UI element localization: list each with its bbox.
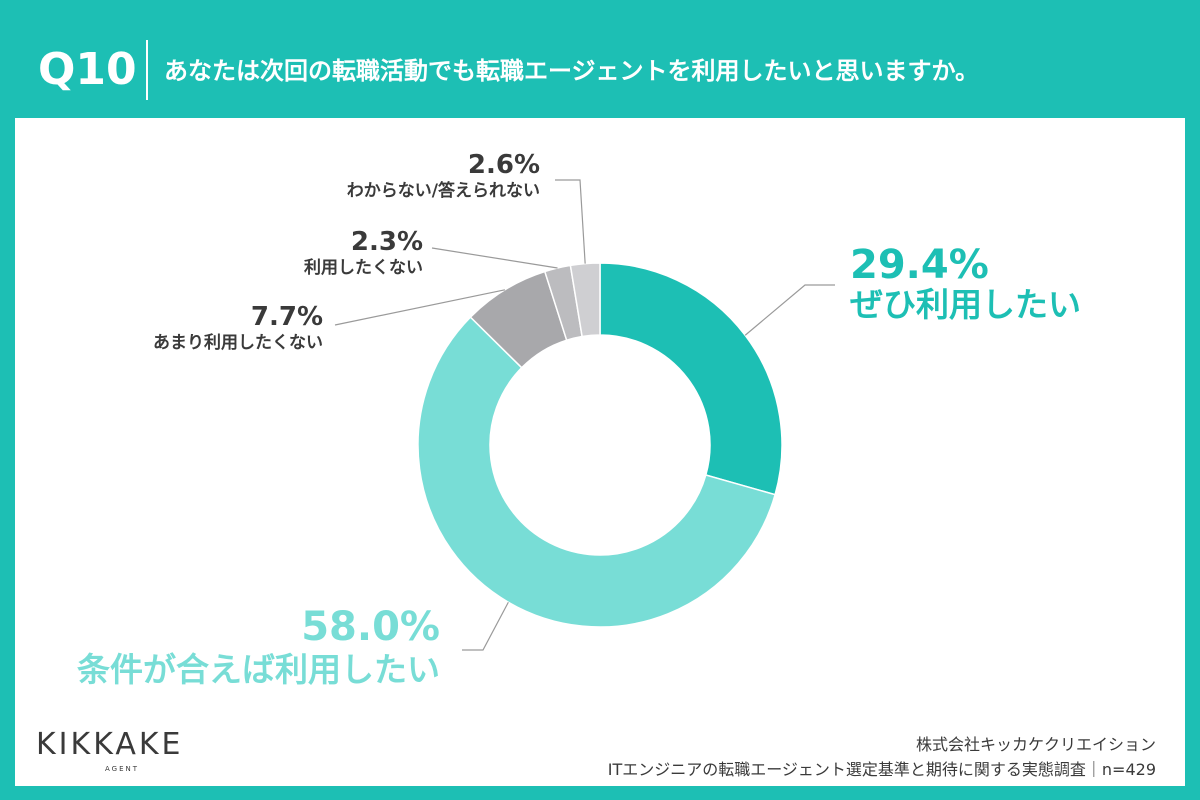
label-value-0: 29.4%: [850, 242, 989, 288]
label-value-3: 2.3%: [350, 227, 423, 257]
leader-line-2: [334, 289, 506, 326]
label-value-1: 58.0%: [301, 604, 440, 650]
donut-slice-4: [569, 262, 601, 338]
leader-line-3: [431, 247, 558, 269]
label-value-4: 2.6%: [467, 150, 540, 180]
label-value-2: 7.7%: [250, 302, 323, 332]
question-number: Q10: [38, 44, 137, 95]
label-category-3: 利用したくない: [304, 258, 423, 278]
label-category-4: わからない/答えられない: [346, 181, 540, 201]
leader-line-4: [555, 179, 586, 264]
label-category-2: あまり利用したくない: [153, 333, 323, 353]
leader-line-0: [744, 284, 835, 336]
donut-slice-1: [417, 316, 777, 628]
brand-logo: KIKKAKE: [36, 727, 184, 762]
leader-line-1: [462, 601, 509, 651]
header: Q10 あなたは次回の転職活動でも転職エージェントを利用したいと思いますか。: [0, 0, 1200, 118]
label-category-0: ぜひ利用したい: [850, 285, 1081, 324]
footer-company: 株式会社キッカケクリエイション: [915, 735, 1156, 754]
footer-survey: ITエンジニアの転職エージェント選定基準と期待に関する実態調査｜n=429: [607, 760, 1156, 779]
brand-logo-sub: AGENT: [105, 765, 140, 773]
donut-slice-0: [599, 262, 783, 496]
question-text: あなたは次回の転職活動でも転職エージェントを利用したいと思いますか。: [164, 57, 980, 85]
header-divider: [146, 40, 148, 100]
label-category-1: 条件が合えば利用したい: [77, 650, 440, 689]
chart-card: [15, 118, 1185, 786]
